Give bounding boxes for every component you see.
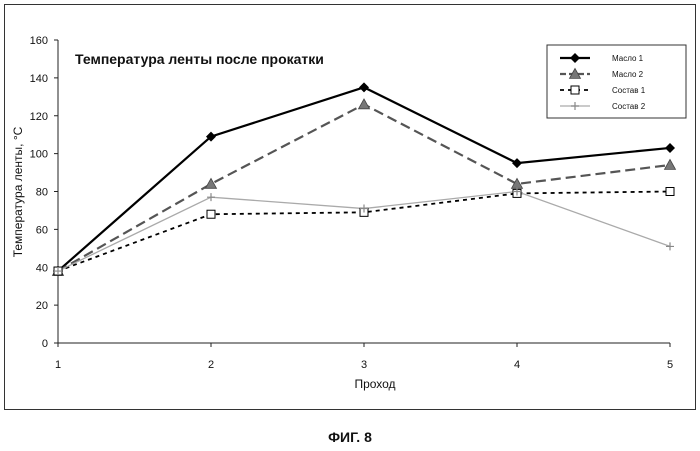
legend-label: Состав 1 — [612, 86, 646, 95]
legend-label: Масло 2 — [612, 70, 644, 79]
x-axis: 1 2 3 4 5 — [55, 343, 673, 371]
y-tick-label: 100 — [30, 149, 48, 161]
legend-label: Масло 1 — [612, 54, 644, 63]
x-axis-title: Проход — [354, 377, 395, 391]
y-axis-title: Температура ленты, °С — [11, 126, 25, 257]
y-tick-label: 160 — [30, 35, 48, 47]
x-tick-label: 2 — [208, 359, 214, 371]
data-point-triangle — [512, 178, 523, 188]
y-tick-label: 80 — [36, 187, 48, 199]
series-line-3 — [58, 192, 670, 272]
y-tick-label: 60 — [36, 224, 48, 236]
data-point-triangle — [206, 178, 217, 188]
data-point-cross — [207, 193, 215, 201]
x-tick-label: 4 — [514, 359, 520, 371]
series-line-2 — [58, 104, 670, 271]
data-point-triangle — [665, 159, 676, 169]
x-tick-label: 1 — [55, 359, 61, 371]
x-tick-label: 5 — [667, 359, 673, 371]
legend-label: Состав 2 — [612, 102, 646, 111]
data-point-diamond — [512, 158, 522, 168]
figure-caption: ФИГ. 8 — [0, 429, 700, 445]
data-point-diamond — [665, 143, 675, 153]
y-tick-label: 20 — [36, 300, 48, 312]
series-line-4 — [58, 192, 670, 272]
y-tick-label: 120 — [30, 111, 48, 123]
y-axis: 0 20 40 60 80 100 120 140 160 — [30, 35, 58, 350]
line-chart: 0 20 40 60 80 100 120 140 160 1 2 3 4 5 Температура … — [0, 0, 700, 420]
legend-marker — [571, 86, 579, 94]
legend: Масло 1 Масло 2 Состав 1 Состав 2 — [547, 45, 686, 118]
data-point-square — [207, 210, 215, 218]
chart-title: Температура ленты после прокатки — [75, 51, 324, 67]
data-point-triangle — [359, 99, 370, 109]
x-tick-label: 3 — [361, 359, 367, 371]
data-point-cross — [666, 242, 674, 250]
data-point-diamond — [359, 82, 369, 92]
data-point-square — [666, 188, 674, 196]
y-tick-label: 40 — [36, 262, 48, 274]
y-tick-label: 140 — [30, 73, 48, 85]
y-tick-label: 0 — [42, 338, 48, 350]
